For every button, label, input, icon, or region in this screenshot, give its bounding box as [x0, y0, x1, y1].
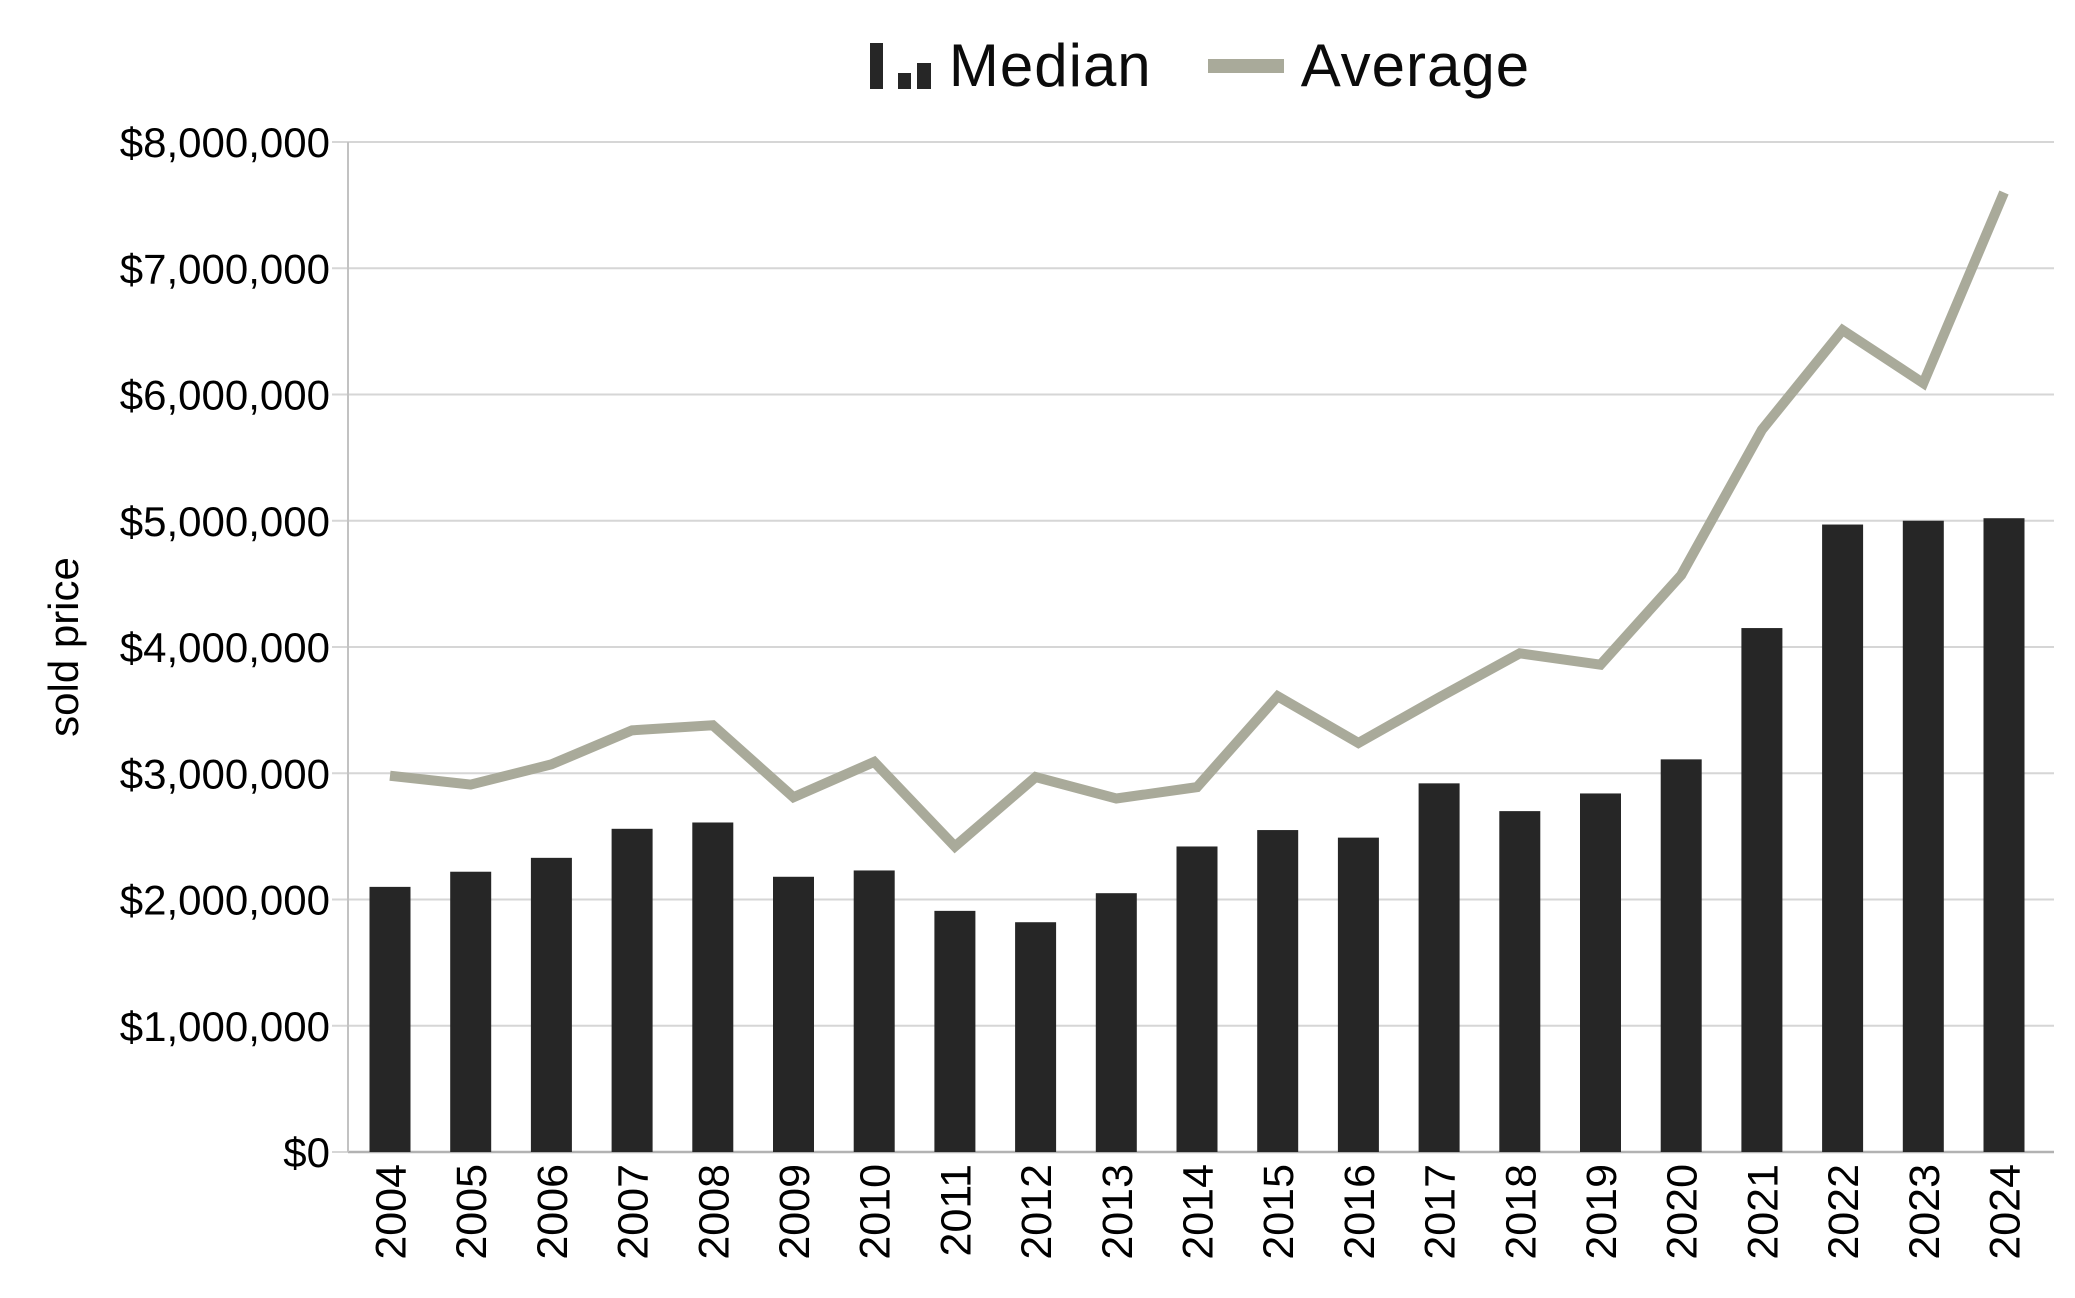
- median-bar-2015: [1257, 830, 1299, 1152]
- x-tick-label: 2004: [368, 1164, 416, 1260]
- median-bar-2022: [1822, 524, 1864, 1152]
- x-tick-label: 2011: [932, 1164, 980, 1256]
- x-tick-label: 2014: [1175, 1164, 1223, 1260]
- x-tick-label: 2008: [690, 1164, 738, 1260]
- x-tick-label: 2005: [448, 1164, 496, 1260]
- x-tick-label: 2023: [1901, 1164, 1949, 1260]
- y-tick-label: $8,000,000: [120, 119, 330, 166]
- y-tick-label: $3,000,000: [120, 750, 330, 797]
- y-tick-label: $2,000,000: [120, 877, 330, 924]
- x-tick-label: 2021: [1739, 1164, 1787, 1260]
- median-bar-2016: [1337, 837, 1379, 1152]
- x-tick-label: 2018: [1497, 1164, 1545, 1260]
- median-bar-2020: [1660, 759, 1702, 1152]
- x-tick-label: 2020: [1659, 1164, 1707, 1260]
- x-tick-label: 2009: [771, 1164, 819, 1260]
- median-bar-2012: [1015, 922, 1057, 1152]
- median-bar-2006: [530, 857, 572, 1152]
- median-bar-2021: [1741, 628, 1783, 1152]
- y-tick-label: $7,000,000: [120, 245, 330, 292]
- median-bar-2010: [853, 870, 895, 1152]
- y-tick-label: $0: [283, 1129, 330, 1176]
- median-bar-2009: [773, 876, 814, 1152]
- x-tick-label: 2012: [1013, 1164, 1061, 1260]
- x-tick-label: 2022: [1820, 1164, 1868, 1260]
- y-tick-label: $5,000,000: [120, 498, 330, 545]
- y-axis-title: sold price: [40, 557, 87, 737]
- median-bar-2008: [692, 822, 734, 1152]
- line-swatch-icon: [1207, 59, 1284, 73]
- median-bar-2019: [1580, 793, 1621, 1152]
- median-bar-2017: [1418, 783, 1460, 1152]
- x-tick-label: 2015: [1255, 1164, 1303, 1260]
- x-tick-label: 2006: [529, 1164, 577, 1260]
- x-tick-label: 2019: [1578, 1164, 1626, 1260]
- legend-median-label: Median: [948, 32, 1152, 99]
- median-bar-2004: [369, 886, 411, 1152]
- x-tick-label: 2013: [1094, 1164, 1142, 1260]
- x-tick-label: 2010: [852, 1164, 900, 1260]
- y-tick-label: $1,000,000: [120, 1003, 330, 1050]
- legend-item-average: Average: [1207, 32, 1531, 99]
- median-bar-2007: [611, 828, 653, 1152]
- x-tick-label: 2016: [1336, 1164, 1384, 1260]
- bar-chart-icon: [869, 43, 931, 89]
- median-bar-2013: [1095, 893, 1137, 1152]
- x-tick-label: 2007: [610, 1164, 658, 1260]
- median-bar-2018: [1499, 811, 1541, 1152]
- average-line: [389, 190, 2009, 854]
- y-tick-label: $4,000,000: [120, 624, 330, 671]
- x-tick-label: 2017: [1417, 1164, 1465, 1260]
- legend-item-median: Median: [869, 32, 1152, 99]
- median-bar-2024: [1983, 518, 2025, 1152]
- median-bar-2023: [1902, 520, 1944, 1152]
- legend-average-label: Average: [1300, 32, 1531, 99]
- y-tick-label: $6,000,000: [120, 372, 330, 419]
- legend: Median Average: [348, 34, 2052, 98]
- x-tick-label: 2024: [1982, 1164, 2030, 1260]
- median-bar-2011: [934, 910, 976, 1152]
- median-bar-2014: [1176, 846, 1218, 1152]
- median-bar-2005: [450, 871, 492, 1152]
